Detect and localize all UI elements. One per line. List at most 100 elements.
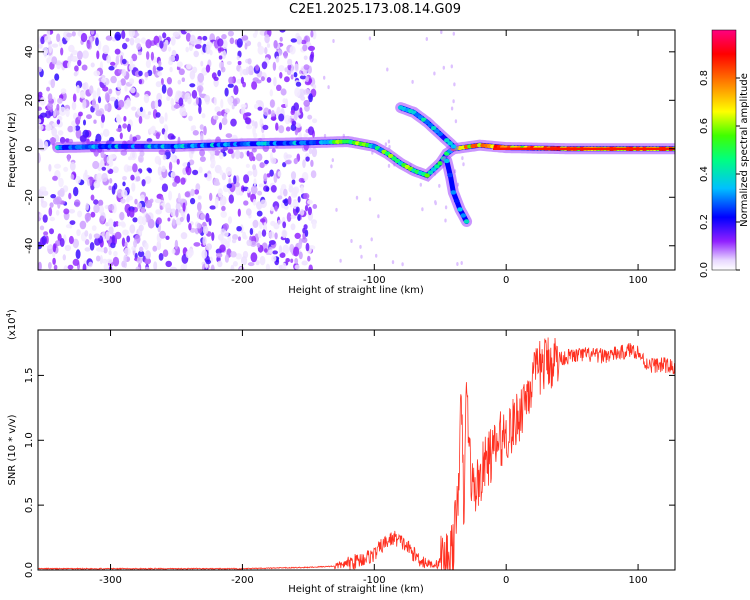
spectrogram-noise-cell <box>75 175 81 184</box>
spectrogram-noise-cell <box>56 33 61 42</box>
spectrogram-noise-cell <box>230 251 237 258</box>
spectrogram-noise-cell <box>231 104 235 110</box>
spectrogram-noise-cell <box>214 198 219 209</box>
spectrogram-noise-cell <box>312 221 317 229</box>
snr-panel: -300 -200 -100 0 100 0.0 0.5 1.0 1.5 Height of … <box>5 309 676 595</box>
spectrogram-noise-cell <box>123 254 127 264</box>
spectrogram-noise-cell <box>101 114 105 123</box>
spectrogram-noise-cell <box>312 84 317 90</box>
colorbar-tick-label: 0.2 <box>699 214 710 230</box>
spectrogram-noise-cell <box>180 232 188 240</box>
spectrogram-noise-cell <box>304 205 309 212</box>
spectrogram-noise-cell <box>53 264 58 270</box>
spectrogram-noise-cell <box>67 125 74 133</box>
spectrogram-noise-cell <box>172 31 180 37</box>
spectrogram-noise-cell <box>284 237 290 244</box>
spectrogram-noise-cell <box>57 97 63 104</box>
spectrogram-noise-cell <box>136 43 142 50</box>
spectrogram-noise-cell <box>56 119 61 125</box>
spectrogram-noise-cell <box>438 183 441 188</box>
spectrogram-noise-cell <box>116 116 122 124</box>
spectrogram-frame <box>37 29 676 271</box>
spectrogram-noise-cell <box>205 44 211 55</box>
spectrogram-noise-cell <box>224 108 230 113</box>
spectrogram-noise-cell <box>260 218 266 223</box>
spectrogram-noise-cell <box>195 96 199 106</box>
spectrogram-noise-cell <box>75 249 81 260</box>
spectrogram-noise-cell <box>224 87 229 97</box>
spectrogram-carrier-cell <box>514 147 518 150</box>
spectrogram-noise-cell <box>264 248 268 253</box>
spectrogram-noise-cell <box>56 59 62 70</box>
spectrogram-noise-cell <box>387 163 391 168</box>
colorbar-ticks: 0.0 0.2 0.4 0.6 0.8 <box>699 70 740 278</box>
spectrogram-noise-cell <box>176 61 183 68</box>
spectrogram-noise-cell <box>39 225 45 231</box>
spectrogram-noise-cell <box>146 51 150 60</box>
spectrogram-noise-cell <box>303 224 308 230</box>
spectrogram-noise-cell <box>112 256 120 267</box>
spectrogram-carrier-cell <box>561 147 565 150</box>
spectrogram-noise-cell <box>130 87 136 94</box>
spectrogram-carrier-cell <box>574 147 578 150</box>
spectrogram-noise-cell <box>180 208 184 216</box>
spectrogram-noise-cell <box>283 50 288 59</box>
spectrogram-noise-cell <box>219 200 224 206</box>
spectrogram-noise-cell <box>190 188 195 197</box>
spectrogram-noise-cell <box>211 232 215 241</box>
spectrogram-noise-cell <box>155 209 160 215</box>
spectrogram-noise-cell <box>189 83 196 88</box>
spectrogram-noise-cell <box>278 113 285 122</box>
colorbar-tick-label: 0.6 <box>699 118 710 134</box>
spectrogram-noise-cell <box>287 58 293 66</box>
spectrogram-noise-cell <box>177 79 182 85</box>
spectrogram-noise-cell <box>181 77 185 82</box>
spectrogram-noise-cell <box>300 185 304 194</box>
spectrogram-noise-cell <box>227 148 234 154</box>
spectrogram-noise-cell <box>95 255 101 262</box>
spectrogram-noise-cell <box>205 259 211 265</box>
spectrogram-noise-cell <box>225 166 232 176</box>
spectrogram-noise-cell <box>55 209 60 216</box>
spectrogram-noise-cell <box>204 173 208 178</box>
spectrogram-noise-cell <box>266 173 271 178</box>
spectrogram-noise-cell <box>135 266 140 270</box>
spectrogram-noise-cell <box>49 228 54 235</box>
spectrogram-x-tick-label: 100 <box>629 275 648 286</box>
spectrogram-x-tick-label: 0 <box>503 275 509 286</box>
spectrogram-noise-cell <box>245 66 249 76</box>
spectrogram-noise-cell <box>123 115 127 122</box>
spectrogram-noise-cell <box>140 206 146 214</box>
spectrogram-carrier-cell <box>566 147 570 150</box>
spectrogram-noise-cell <box>170 135 176 140</box>
spectrogram-noise-cell <box>298 177 305 183</box>
spectrogram-ridge-cell <box>434 164 440 169</box>
spectrogram-noise-cell <box>298 240 303 249</box>
spectrogram-x-tick-label: -300 <box>99 275 122 286</box>
spectrogram-noise-cell <box>55 196 62 205</box>
spectrogram-noise-cell <box>271 148 276 153</box>
spectrogram-noise-cell <box>262 124 269 130</box>
spectrogram-noise-cell <box>99 255 103 265</box>
spectrogram-noise-cell <box>224 241 230 249</box>
spectrogram-noise-cell <box>355 195 359 200</box>
spectrogram-noise-cell <box>94 103 100 112</box>
spectrogram-noise-cell <box>295 206 300 213</box>
spectrogram-noise-cell <box>93 199 99 205</box>
spectrogram-noise-cell <box>270 206 275 212</box>
spectrogram-noise-cell <box>170 171 176 178</box>
spectrogram-noise-cell <box>192 169 199 176</box>
spectrogram-noise-cell <box>297 214 301 221</box>
spectrogram-noise-cell <box>139 150 145 157</box>
spectrogram-noise-cell <box>282 98 287 104</box>
spectrogram-noise-cell <box>96 172 103 183</box>
spectrogram-noise-cell <box>370 237 373 242</box>
spectrogram-noise-cell <box>310 30 314 38</box>
spectrogram-noise-cell <box>203 125 207 136</box>
spectrogram-noise-cell <box>57 130 64 136</box>
spectrogram-x-tick-label: -200 <box>231 275 254 286</box>
spectrogram-carrier-cell <box>511 147 515 150</box>
spectrogram-ridge-cell <box>440 135 447 140</box>
spectrogram-noise-cell <box>69 161 76 171</box>
spectrogram-noise-cell <box>175 208 179 218</box>
